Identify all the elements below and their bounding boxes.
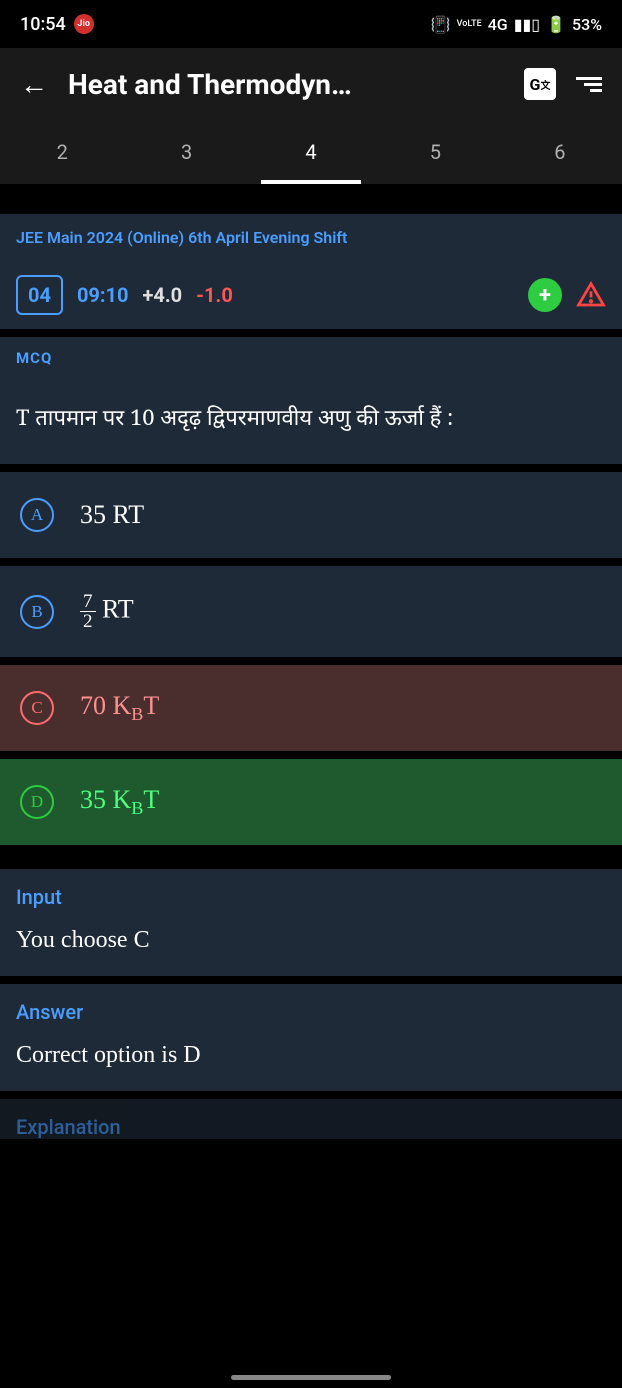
home-indicator[interactable] bbox=[231, 1375, 391, 1380]
option-c[interactable]: C 70 KBT bbox=[0, 665, 622, 751]
answer-label: Answer bbox=[0, 984, 622, 1032]
signal-icon: ▮▮▯ bbox=[514, 15, 540, 34]
tab-5[interactable]: 5 bbox=[373, 120, 497, 184]
tab-2[interactable]: 2 bbox=[0, 120, 124, 184]
time-value: 09:10 bbox=[77, 283, 129, 307]
status-left: 10:54 Jio bbox=[20, 14, 94, 35]
volte-icon: VoLTE bbox=[457, 20, 482, 29]
input-text: You choose C bbox=[0, 917, 622, 976]
positive-marks: +4.0 bbox=[143, 283, 183, 307]
mcq-label: MCQ bbox=[0, 337, 622, 379]
add-button[interactable]: + bbox=[528, 278, 562, 312]
warning-icon[interactable] bbox=[576, 280, 606, 310]
option-d-letter: D bbox=[20, 785, 54, 819]
vibrate-icon: 📳 bbox=[431, 15, 451, 34]
tab-6[interactable]: 6 bbox=[498, 120, 622, 184]
back-icon[interactable]: ← bbox=[20, 68, 48, 101]
option-b-letter: B bbox=[20, 595, 54, 629]
tab-4[interactable]: 4 bbox=[249, 120, 373, 184]
translate-icon[interactable]: G文 bbox=[524, 68, 556, 100]
jio-icon: Jio bbox=[74, 14, 94, 34]
app-bar: ← Heat and Thermodyn… G文 bbox=[0, 48, 622, 120]
input-label: Input bbox=[0, 869, 622, 917]
option-b[interactable]: B 72 RT bbox=[0, 566, 622, 657]
negative-marks: -1.0 bbox=[196, 283, 233, 307]
page-title: Heat and Thermodyn… bbox=[68, 68, 504, 101]
status-bar: 10:54 Jio 📳 VoLTE 4G ▮▮▯ 🔋 53% bbox=[0, 0, 622, 48]
option-a-letter: A bbox=[20, 498, 54, 532]
question-text: T तापमान पर 10 अदृढ़ द्विपरमाणवीय अणु की… bbox=[0, 379, 622, 464]
explanation-label: Explanation bbox=[0, 1099, 622, 1139]
question-number: 04 bbox=[16, 275, 63, 315]
option-c-letter: C bbox=[20, 691, 54, 725]
battery-icon: 🔋 bbox=[546, 15, 566, 34]
option-c-text: 70 KBT bbox=[80, 691, 159, 725]
exam-source: JEE Main 2024 (Online) 6th April Evening… bbox=[0, 214, 622, 261]
option-b-text: 72 RT bbox=[80, 592, 134, 631]
status-right: 📳 VoLTE 4G ▮▮▯ 🔋 53% bbox=[431, 15, 602, 34]
network-type: 4G bbox=[488, 15, 508, 34]
option-a-text: 35 RT bbox=[80, 500, 144, 530]
option-a[interactable]: A 35 RT bbox=[0, 472, 622, 558]
clock: 10:54 bbox=[20, 14, 66, 35]
option-d-text: 35 KBT bbox=[80, 785, 159, 819]
battery-percent: 53% bbox=[572, 15, 602, 34]
option-d[interactable]: D 35 KBT bbox=[0, 759, 622, 845]
tab-3[interactable]: 3 bbox=[124, 120, 248, 184]
tabs: 2 3 4 5 6 bbox=[0, 120, 622, 184]
question-meta: 04 09:10 +4.0 -1.0 + bbox=[0, 261, 622, 329]
sort-icon[interactable] bbox=[576, 77, 602, 92]
answer-text: Correct option is D bbox=[0, 1032, 622, 1091]
